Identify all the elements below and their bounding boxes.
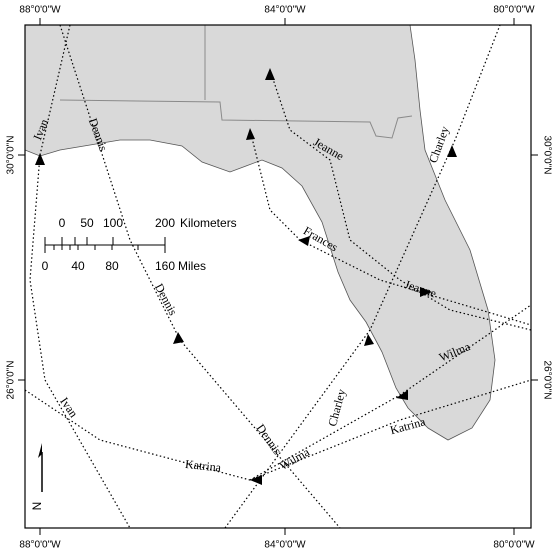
map-frame [24, 24, 532, 529]
scale-unit: Kilometers [180, 216, 237, 230]
scale-label: 0 [59, 216, 66, 230]
track-arrow [447, 145, 457, 157]
scale-label: 50 [80, 216, 94, 230]
graticule-ticks [18, 18, 538, 535]
longitude-label: 80°0'0"W [493, 540, 535, 551]
track-dennis [59, 24, 341, 529]
latitude-label: 30°0'0"N [541, 136, 552, 175]
latitude-label: 30°0'0"N [6, 136, 17, 175]
track-arrow [35, 153, 45, 165]
longitude-label: 88°0'0"W [19, 5, 61, 16]
north-arrow: N [30, 443, 44, 510]
scale-unit: Miles [178, 259, 206, 273]
track-ivan [29, 24, 131, 529]
longitude-label: 80°0'0"W [493, 5, 535, 16]
scale-label: 160 [155, 259, 175, 273]
scale-label: 80 [105, 259, 119, 273]
longitude-label: 84°0'0"W [264, 5, 306, 16]
track-arrow [420, 287, 432, 297]
scale-label: 40 [71, 259, 85, 273]
longitude-label: 88°0'0"W [19, 540, 61, 551]
longitude-label: 84°0'0"W [264, 540, 306, 551]
scale-label: 0 [42, 259, 49, 273]
track-arrow [364, 334, 374, 346]
track-arrow [250, 475, 262, 485]
scale-label: 200 [155, 216, 175, 230]
hurricane-tracks [24, 24, 532, 529]
land [24, 24, 496, 441]
north-label: N [30, 502, 44, 511]
latitude-label: 26°0'0"N [541, 361, 552, 400]
track-arrow [173, 332, 184, 344]
track-arrow [246, 128, 255, 140]
latitude-label: 26°0'0"N [6, 361, 17, 400]
track-arrow [298, 236, 310, 246]
track-label: Katrina [185, 457, 223, 475]
track-arrow [396, 390, 408, 400]
track-wilma [249, 304, 532, 481]
scale-label: 100 [103, 216, 123, 230]
track-charley [224, 24, 501, 529]
state-border [59, 99, 413, 139]
track-arrow [265, 68, 275, 80]
scale-bar [44, 237, 166, 253]
